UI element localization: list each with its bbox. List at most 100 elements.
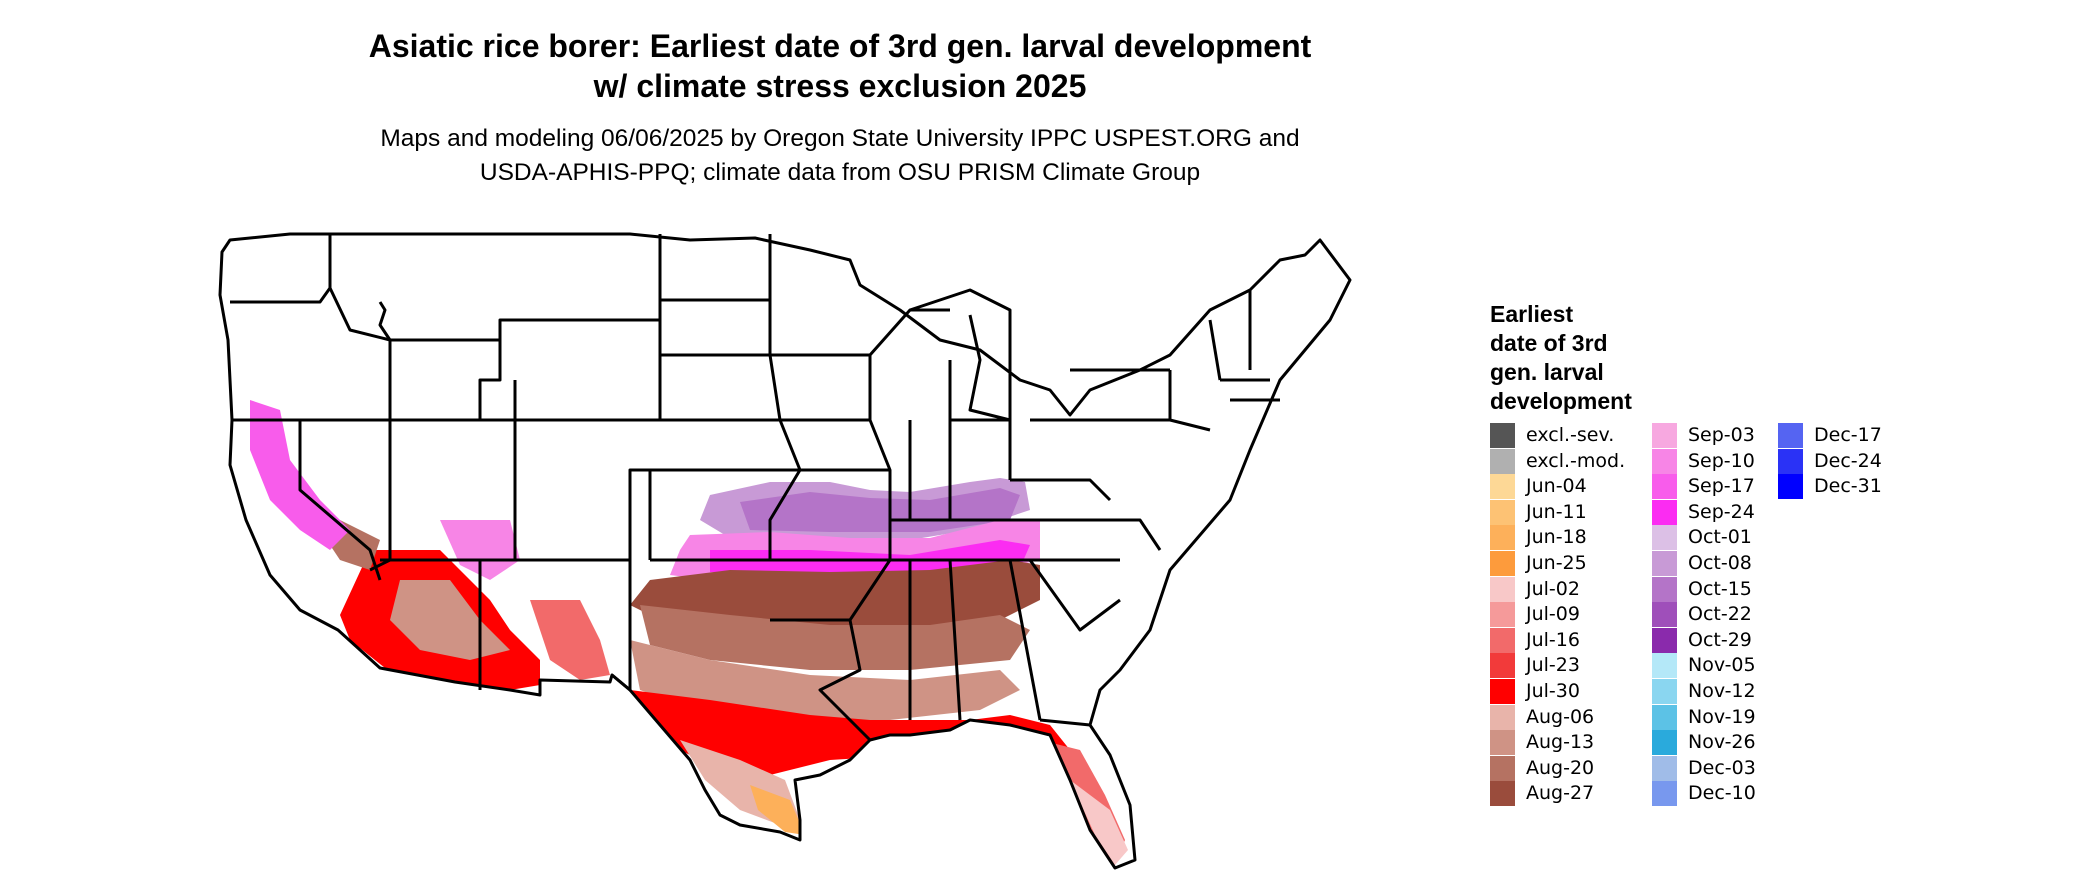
legend-swatch — [1652, 576, 1677, 602]
legend-label: Dec-24 — [1814, 449, 1882, 472]
legend-swatch — [1652, 474, 1677, 500]
legend-swatch — [1490, 781, 1515, 807]
legend-swatch — [1490, 423, 1515, 448]
legend-label: Jul-30 — [1526, 680, 1580, 702]
legend-item: Nov-05 — [1652, 653, 1822, 679]
legend-item: Sep-10 — [1652, 448, 1822, 475]
legend-label: excl.-mod. — [1526, 449, 1626, 472]
legend-item: Aug-13 — [1490, 730, 1660, 756]
legend-swatch — [1652, 627, 1677, 653]
legend-item: Jul-16 — [1490, 627, 1660, 654]
legend-swatch — [1652, 423, 1677, 448]
legend-item: Nov-12 — [1652, 679, 1822, 705]
legend-item: Dec-24 — [1778, 448, 1948, 475]
legend-swatch — [1490, 627, 1515, 653]
legend-item: Jul-30 — [1490, 679, 1660, 705]
legend-item: Jun-18 — [1490, 525, 1660, 551]
legend-label: Dec-17 — [1814, 424, 1882, 446]
legend-swatch — [1490, 730, 1515, 756]
legend-label: Aug-20 — [1526, 756, 1595, 779]
legend-swatch — [1490, 602, 1515, 628]
legend-label: excl.-sev. — [1526, 424, 1615, 446]
legend-item: Nov-19 — [1652, 704, 1822, 731]
legend-item: Aug-27 — [1490, 781, 1660, 807]
legend-label: Sep-24 — [1688, 500, 1755, 523]
legend-label: Dec-03 — [1688, 756, 1756, 779]
legend-label: Jul-02 — [1526, 577, 1580, 600]
legend-swatch — [1490, 448, 1515, 474]
legend-label: Aug-06 — [1526, 705, 1595, 728]
legend-label: Aug-27 — [1526, 782, 1595, 805]
legend-swatch — [1652, 781, 1677, 807]
map-title: Asiatic rice borer: Earliest date of 3rd… — [0, 26, 1680, 106]
legend-item: Dec-03 — [1652, 755, 1822, 782]
legend-label: Oct-15 — [1688, 577, 1752, 600]
legend-item: excl.-sev. — [1490, 423, 1660, 449]
legend-swatch — [1490, 525, 1515, 551]
legend-item: Oct-15 — [1652, 576, 1822, 603]
legend-label: Oct-22 — [1688, 603, 1752, 626]
legend-label: Jun-04 — [1526, 475, 1587, 498]
legend-label: Jun-18 — [1526, 526, 1587, 549]
legend-swatch — [1490, 474, 1515, 500]
legend-swatch — [1778, 474, 1803, 500]
legend-swatch — [1778, 448, 1803, 474]
legend-item: Oct-29 — [1652, 627, 1822, 654]
legend-swatch — [1652, 525, 1677, 551]
legend-item: Oct-01 — [1652, 525, 1822, 551]
legend-label: Dec-10 — [1688, 782, 1756, 805]
legend-item: Aug-20 — [1490, 755, 1660, 782]
legend-item: Sep-17 — [1652, 474, 1822, 500]
legend-item: Dec-31 — [1778, 474, 1948, 500]
legend-swatch — [1652, 551, 1677, 576]
legend-item: Aug-06 — [1490, 704, 1660, 731]
legend-item: Nov-26 — [1652, 730, 1822, 756]
legend-swatch — [1652, 602, 1677, 628]
legend-label: Jul-23 — [1526, 654, 1580, 677]
legend-label: Jul-09 — [1526, 603, 1580, 626]
legend-title: Earliest date of 3rd gen. larval develop… — [1490, 301, 1632, 414]
legend-label: Nov-26 — [1688, 731, 1756, 754]
legend-label: Aug-13 — [1526, 731, 1595, 754]
legend-label: Jun-11 — [1526, 500, 1587, 523]
legend-item: excl.-mod. — [1490, 448, 1660, 475]
us-map — [210, 220, 1420, 890]
legend-label: Nov-05 — [1688, 654, 1756, 677]
legend-item: Dec-17 — [1778, 423, 1948, 449]
legend-label: Dec-31 — [1814, 475, 1882, 498]
legend-swatch — [1652, 679, 1677, 704]
legend-swatch — [1652, 704, 1677, 730]
subtitle-line-1: Maps and modeling 06/06/2025 by Oregon S… — [380, 125, 1300, 152]
legend-item: Oct-22 — [1652, 602, 1822, 628]
legend-item: Jun-11 — [1490, 499, 1660, 526]
legend-swatch — [1652, 730, 1677, 756]
legend-item: Jun-25 — [1490, 551, 1660, 577]
legend-swatch — [1490, 551, 1515, 576]
map-subtitle: Maps and modeling 06/06/2025 by Oregon S… — [0, 122, 1680, 190]
legend-label: Oct-01 — [1688, 526, 1752, 549]
legend-item: Dec-10 — [1652, 781, 1822, 807]
legend-label: Sep-03 — [1688, 424, 1755, 446]
legend-swatch — [1490, 679, 1515, 704]
legend-swatch — [1490, 499, 1515, 525]
title-line-2: w/ climate stress exclusion 2025 — [593, 68, 1087, 104]
legend-swatch — [1652, 755, 1677, 781]
legend-swatch — [1490, 704, 1515, 730]
legend-label: Oct-08 — [1688, 552, 1752, 574]
legend-item: Jul-09 — [1490, 602, 1660, 628]
legend-swatch — [1652, 448, 1677, 474]
legend-item: Sep-24 — [1652, 499, 1822, 526]
legend-item: Jul-23 — [1490, 653, 1660, 679]
legend-label: Sep-17 — [1688, 475, 1755, 498]
subtitle-line-2: USDA-APHIS-PPQ; climate data from OSU PR… — [479, 159, 1201, 186]
legend-item: Sep-03 — [1652, 423, 1822, 449]
legend-swatch — [1490, 755, 1515, 781]
legend-swatch — [1490, 576, 1515, 602]
legend-label: Jun-25 — [1526, 552, 1587, 574]
legend-label: Nov-12 — [1688, 680, 1756, 702]
legend-swatch — [1490, 653, 1515, 679]
map-legend: Earliest date of 3rd gen. larval develop… — [1490, 300, 2090, 820]
legend-swatch — [1652, 499, 1677, 525]
legend-item: Oct-08 — [1652, 551, 1822, 577]
legend-swatch — [1778, 423, 1803, 448]
